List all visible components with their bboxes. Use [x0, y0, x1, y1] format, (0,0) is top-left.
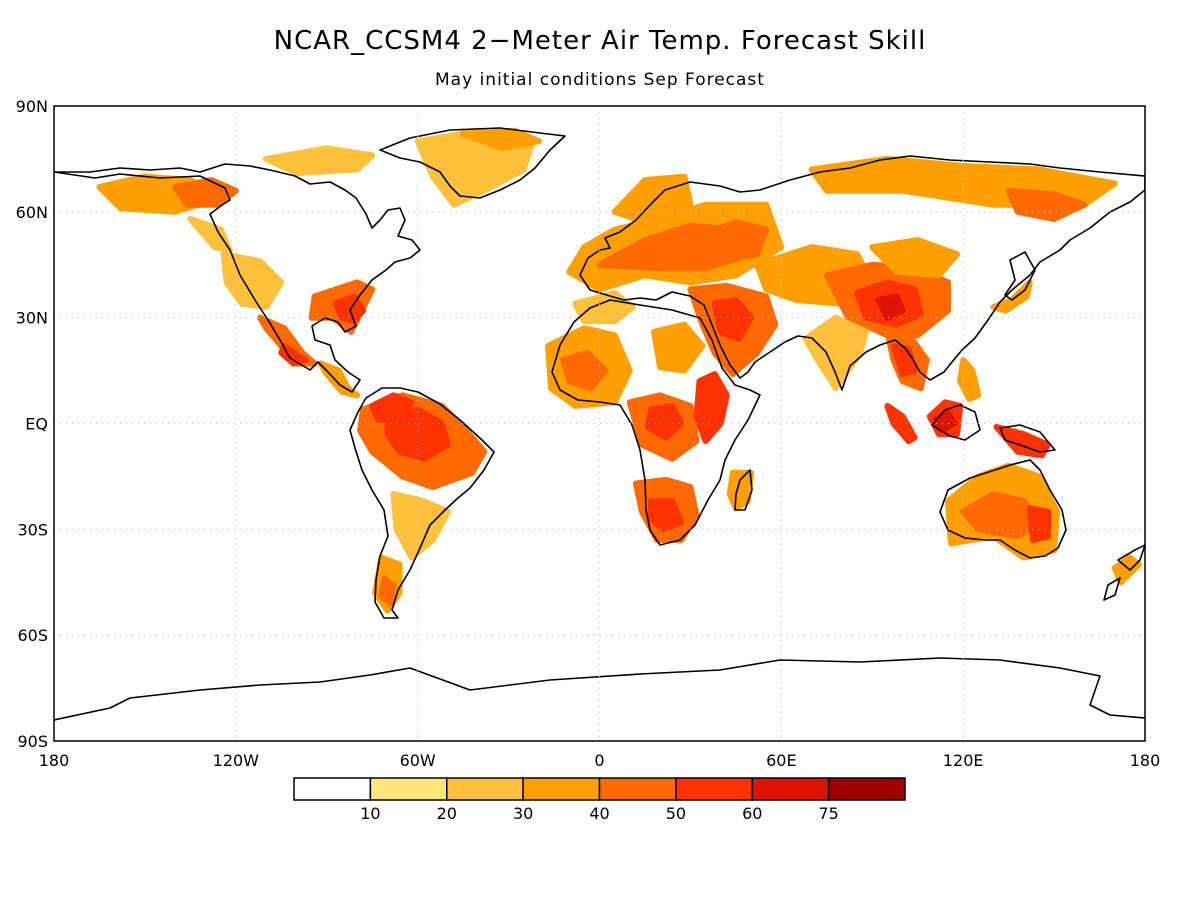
skill-region-mongolia	[869, 237, 961, 279]
colorbar-label: 10	[360, 804, 380, 823]
lat-tick-label: 30S	[17, 520, 48, 539]
coastline-south-america	[349, 387, 495, 619]
skill-region-southern-africa-core	[648, 498, 685, 533]
colorbar-bin	[827, 777, 906, 801]
lat-tick-label: 30N	[16, 309, 48, 328]
coastline-madagascar	[734, 469, 753, 511]
lat-tick-label: 60S	[17, 626, 48, 645]
latitude-labels: 90N 60N 30N EQ 30S 60S 90S	[16, 97, 48, 751]
skill-shading-layer	[96, 127, 1142, 614]
longitude-labels: 180 120W 60W 0 60E 120E 180	[39, 751, 1161, 770]
coastline-borneo	[931, 404, 981, 441]
coastline-africa	[551, 299, 761, 546]
colorbar-bin	[522, 777, 601, 801]
lat-tick-label: 90N	[16, 97, 48, 116]
skill-region-amazon-core	[384, 406, 451, 462]
colorbar-bin	[751, 777, 830, 801]
colorbar-bin	[675, 777, 754, 801]
lon-tick-label: 120E	[943, 751, 984, 770]
coastline-japan	[1004, 251, 1036, 301]
skill-region-north-africa	[572, 290, 636, 325]
skill-region-scandinavia	[611, 173, 694, 222]
colorbar-label: 50	[666, 804, 686, 823]
skill-region-central-africa-core	[645, 402, 685, 441]
coastline-europe-asia	[579, 155, 1145, 391]
skill-region-east-siberia	[1005, 187, 1088, 222]
coastline-antarctica	[54, 657, 1145, 721]
colorbar-bin	[293, 777, 372, 801]
colorbar-label: 20	[437, 804, 457, 823]
lon-tick-label: 60E	[766, 751, 796, 770]
coastline-australia	[939, 459, 1067, 559]
lon-tick-label: 60W	[400, 751, 436, 770]
coastline-north-america	[54, 163, 421, 393]
lat-tick-label: 60N	[16, 203, 48, 222]
coastline-greenland	[379, 127, 566, 199]
skill-region-patagonia-core	[378, 575, 397, 607]
skill-region-arabia-core	[711, 297, 754, 342]
skill-region-mexico-core	[278, 342, 309, 367]
skill-region-canada-arctic-islands	[263, 145, 376, 176]
skill-region-east-africa	[693, 371, 730, 445]
chart-title: NCAR_CCSM4 2−Meter Air Temp. Forecast Sk…	[273, 26, 927, 56]
chart-subtitle: May initial conditions Sep Forecast	[435, 70, 765, 90]
skill-region-us-southeast-core	[332, 293, 367, 325]
colorbar-bin	[369, 777, 448, 801]
colorbar-label: 30	[513, 804, 533, 823]
skill-region-philippines	[957, 357, 982, 402]
skill-region-japan	[990, 279, 1033, 314]
skill-region-borneo-core	[932, 409, 958, 434]
coastline-new-zealand	[1103, 544, 1145, 601]
skill-region-india	[802, 314, 870, 392]
skill-region-sumatra	[884, 402, 918, 445]
colorbar-label: 75	[818, 804, 838, 823]
skill-region-central-america	[317, 360, 361, 399]
colorbar-bin	[598, 777, 677, 801]
skill-region-australia-east	[1026, 505, 1051, 543]
lon-tick-label: 180	[1130, 751, 1161, 770]
lon-tick-label: 180	[39, 751, 70, 770]
skill-region-us-west	[220, 251, 285, 311]
lat-tick-label: 90S	[17, 732, 48, 751]
coastline-layer	[54, 127, 1145, 721]
lon-tick-label: 0	[594, 751, 604, 770]
colorbar-bin	[446, 777, 524, 801]
skill-region-west-africa-core	[560, 349, 609, 392]
coastline-new-guinea	[999, 424, 1056, 453]
colorbar-label: 40	[589, 804, 609, 823]
skill-region-canada-west-coast	[187, 215, 233, 254]
skill-region-new-guinea	[993, 424, 1051, 459]
colorbar: 10 20 30 40 50 60 75	[293, 777, 906, 823]
map-frame	[53, 105, 1146, 742]
skill-region-sahara-east	[651, 321, 706, 374]
skill-region-north-amazon	[369, 392, 415, 423]
skill-region-russia-west	[687, 219, 770, 265]
colorbar-label: 60	[742, 804, 762, 823]
skill-region-new-zealand	[1111, 554, 1142, 586]
lon-tick-label: 120W	[213, 751, 260, 770]
skill-region-greenland-north	[460, 127, 542, 152]
skill-region-tibet-max	[875, 293, 906, 321]
lat-tick-label: EQ	[25, 415, 48, 434]
